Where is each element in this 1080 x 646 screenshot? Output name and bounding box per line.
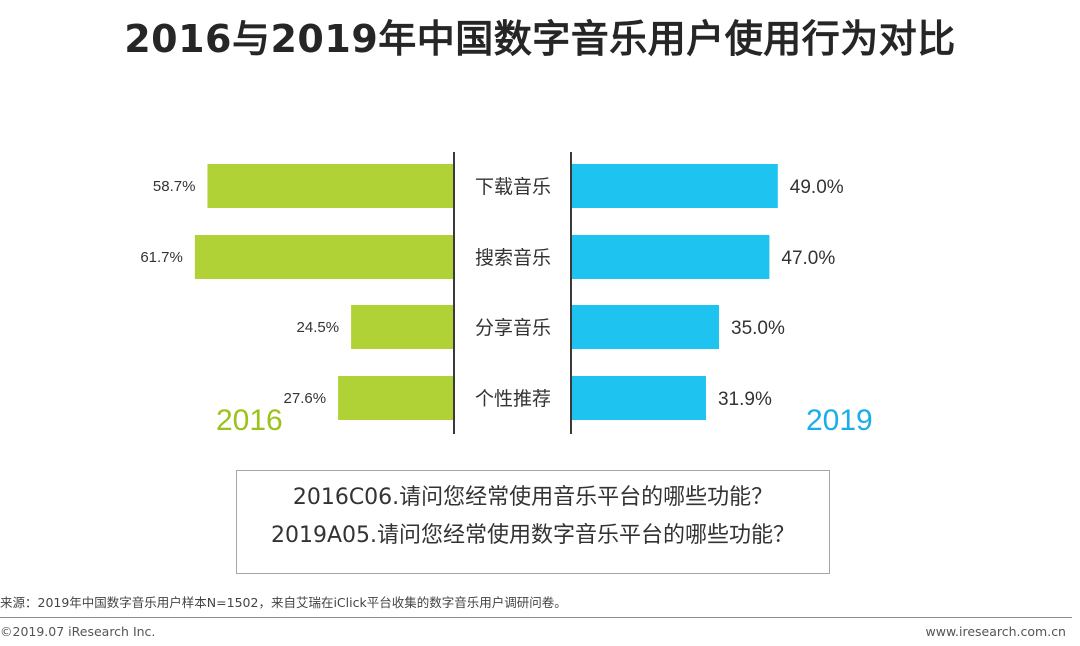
- category-label-0: 下载音乐: [475, 176, 551, 198]
- category-label-3: 个性推荐: [475, 388, 551, 410]
- copyright: ©2019.07 iResearch Inc.: [0, 624, 156, 639]
- label-2016-0: 58.7%: [153, 178, 196, 195]
- label-2019-3: 31.9%: [718, 389, 772, 410]
- category-label-1: 搜索音乐: [475, 247, 551, 269]
- category-label-2: 分享音乐: [475, 317, 551, 339]
- label-2019-1: 47.0%: [781, 248, 835, 269]
- label-2019-2: 35.0%: [731, 318, 785, 339]
- source-note: 来源：2019年中国数字音乐用户样本N=1502，来自艾瑞在iClick平台收集…: [0, 595, 567, 610]
- question-box: 2016C06.请问您经常使用音乐平台的哪些功能？ 2019A05.请问您经常使…: [236, 470, 830, 574]
- bar-2016-1: [194, 235, 455, 279]
- label-2016-3: 27.6%: [284, 390, 327, 407]
- label-2019-0: 49.0%: [790, 177, 844, 198]
- bar-2016-2: [351, 305, 454, 349]
- right-axis-line: [570, 152, 572, 434]
- bar-2019-2: [572, 305, 719, 349]
- website: www.iresearch.com.cn: [925, 624, 1067, 639]
- legend-2019: 2019: [806, 404, 873, 437]
- bar-2016-3: [338, 376, 454, 420]
- question-2016: 2016C06.请问您经常使用音乐平台的哪些功能？: [292, 485, 774, 510]
- label-2016-1: 61.7%: [140, 249, 183, 266]
- label-2016-2: 24.5%: [297, 319, 340, 336]
- butterfly-bar-chart: 58.7% 49.0% 下载音乐 61.7% 47.0% 搜索音乐 24.5% 35.0% 分享…: [140, 164, 844, 420]
- bar-2019-0: [572, 164, 778, 208]
- question-2019: 2019A05.请问您经常使用数字音乐平台的哪些功能？: [270, 523, 796, 548]
- bar-2019-3: [572, 376, 706, 420]
- bar-2016-0: [207, 164, 454, 208]
- footer-divider: [0, 617, 1072, 618]
- left-axis-line: [453, 152, 455, 434]
- chart-title: 2016与2019年中国数字音乐用户使用行为对比: [124, 17, 956, 61]
- legend-2016: 2016: [216, 404, 283, 437]
- bar-2019-1: [572, 235, 770, 279]
